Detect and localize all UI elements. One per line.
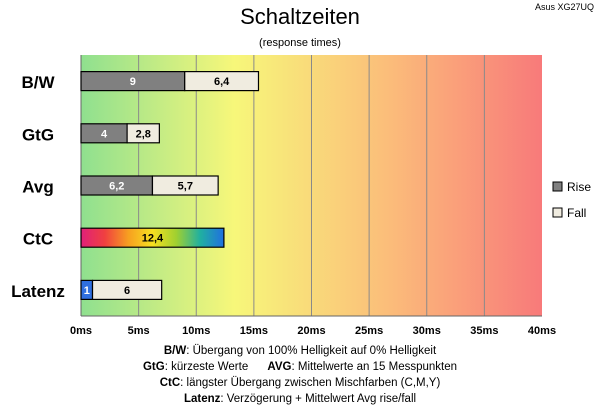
category-label: CtC [23, 230, 53, 249]
bar-ctc [80, 227, 225, 248]
legend-label-fall: Fall [567, 206, 586, 220]
bar-label-fall: 6 [124, 285, 130, 297]
category-label: GtG [22, 125, 54, 144]
x-tick-label: 20ms [297, 325, 325, 337]
bar-fall [184, 70, 260, 92]
bar-label-rise: 9 [130, 76, 136, 88]
category-label: B/W [21, 73, 55, 92]
x-tick-label: 10ms [182, 325, 210, 337]
x-tick-label: 0ms [70, 325, 92, 337]
category-label: Avg [22, 178, 54, 197]
chart-title: Schaltzeiten [240, 4, 360, 29]
bar-label-fall: 6,4 [214, 76, 230, 88]
bar-label-ctc: 12,4 [142, 233, 164, 245]
bar-label-rise: 1 [84, 285, 90, 297]
legend-label-rise: Rise [567, 180, 591, 194]
chart-subtitle: (response times) [259, 37, 341, 49]
note-latenz: Latenz: Verzögerung + Mittelwert Avg ris… [183, 393, 417, 405]
bar-fall [151, 175, 219, 196]
note-gtg-avg: GtG: kürzeste Werte AVG: Mittelwerte an … [142, 361, 458, 373]
x-tick-label: 40ms [528, 325, 556, 337]
note-ctc: CtC: längster Übergang zwischen Mischfar… [159, 377, 441, 389]
bar-fall [91, 279, 163, 300]
monitor-model: Asus XG27UQ [534, 2, 594, 12]
bar-label-fall: 2,8 [136, 128, 151, 140]
bar-label-fall: 5,7 [178, 181, 193, 193]
category-label: Latenz [11, 282, 65, 301]
x-tick-label: 35ms [470, 325, 498, 337]
legend-swatch-rise [552, 181, 563, 192]
bar-label-rise: 4 [101, 128, 108, 140]
x-tick-label: 15ms [240, 325, 268, 337]
chart-notes: B/W: Übergang von 100% Helligkeit auf 0%… [0, 343, 600, 407]
bar-label-rise: 6,2 [109, 181, 124, 193]
x-tick-label: 5ms [128, 325, 150, 337]
x-tick-label: 25ms [355, 325, 383, 337]
x-tick-label: 30ms [413, 325, 441, 337]
bar-fall [126, 123, 160, 144]
legend-swatch-fall [552, 207, 563, 218]
note-bw: B/W: Übergang von 100% Helligkeit auf 0%… [163, 345, 437, 357]
